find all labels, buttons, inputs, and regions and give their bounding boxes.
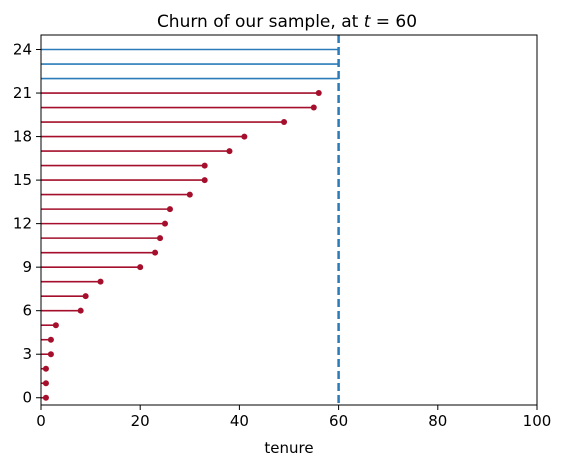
x-axis-label: tenure [264, 439, 313, 457]
x-axis: 0 20 40 60 80 100 [36, 405, 551, 430]
y-tick-label-18: 18 [13, 128, 32, 146]
churn-point-16 [201, 162, 208, 169]
y-tick-label-24: 24 [13, 41, 32, 59]
churn-point-13 [166, 206, 173, 213]
churn-point-15 [201, 177, 208, 184]
x-tick-label-80: 80 [428, 412, 447, 430]
title-suffix: = 60 [370, 12, 417, 32]
churn-point-9 [137, 264, 144, 271]
churn-point-3 [47, 351, 54, 358]
y-tick-label-3: 3 [22, 345, 32, 363]
churn-point-19 [281, 119, 288, 126]
churn-point-0 [42, 394, 49, 401]
x-tick-label-0: 0 [36, 412, 46, 430]
y-tick-label-9: 9 [22, 258, 32, 276]
x-tick-label-100: 100 [523, 412, 552, 430]
chart-title: Churn of our sample, at t = 60 [157, 12, 417, 32]
churn-point-6 [77, 307, 84, 314]
churn-point-17 [226, 148, 233, 155]
churn-point-5 [52, 322, 59, 329]
chart-marks [41, 35, 340, 405]
title-main: Churn of our sample, at [157, 12, 364, 32]
title-variable: t [364, 12, 372, 32]
y-tick-label-0: 0 [22, 389, 32, 407]
churn-point-1 [42, 380, 49, 387]
churn-point-8 [97, 278, 104, 285]
plot-frame [40, 34, 538, 406]
y-tick-label-12: 12 [13, 215, 32, 233]
churn-point-21 [315, 90, 322, 97]
churn-point-14 [186, 191, 193, 198]
x-tick-label-40: 40 [230, 412, 249, 430]
churn-point-18 [241, 133, 248, 140]
churn-point-11 [157, 235, 164, 242]
churn-point-20 [310, 104, 317, 111]
churn-point-12 [162, 220, 168, 227]
x-tick-label-20: 20 [131, 412, 150, 430]
y-tick-label-15: 15 [13, 171, 32, 189]
churn-point-4 [47, 336, 54, 343]
churn-point-10 [152, 249, 159, 256]
y-axis: 0 3 6 9 12 15 18 21 24 [13, 41, 41, 407]
y-tick-label-21: 21 [13, 84, 32, 102]
x-tick-label-60: 60 [329, 412, 348, 430]
y-tick-label-6: 6 [22, 302, 32, 320]
churn-point-2 [42, 365, 49, 372]
churn-point-7 [82, 293, 89, 300]
